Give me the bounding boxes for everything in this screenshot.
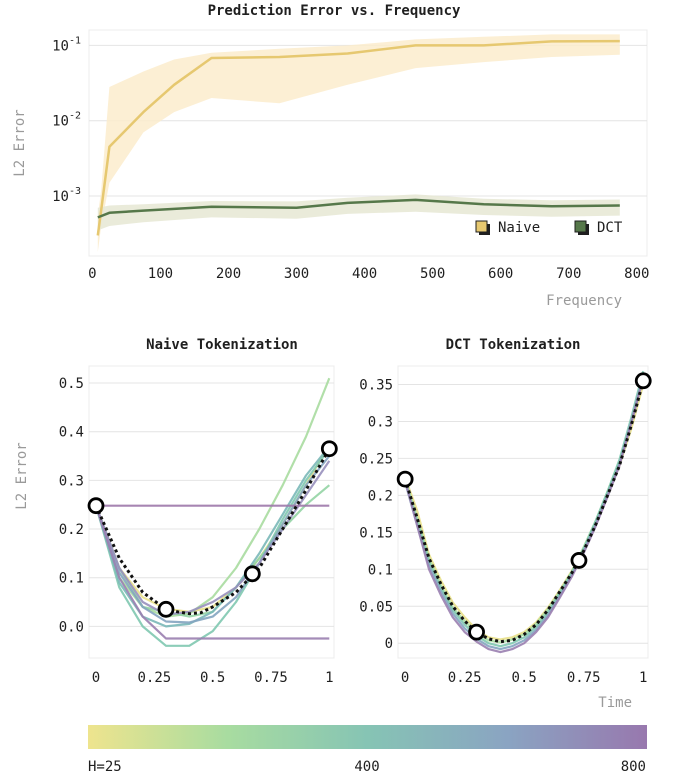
naive-chart-target: [94, 447, 331, 616]
y-tick-label: 0.1: [59, 571, 84, 587]
horizon-line-0: [404, 384, 645, 641]
y-tick-label: 0.2: [59, 522, 84, 538]
horizon-line-1: [404, 376, 645, 644]
naive-chart-plot-area: [88, 365, 335, 659]
x-tick-label: 0: [401, 670, 409, 686]
x-tick-label: 0.25: [448, 670, 482, 686]
legend-label-dct: DCT: [597, 220, 623, 236]
x-tick-label: 0.75: [254, 670, 288, 686]
y-tick-label: 0.5: [59, 376, 84, 392]
legend-swatch-naive: [475, 220, 488, 233]
naive-chart-grid: [89, 382, 334, 627]
context-point-marker: [243, 565, 261, 583]
context-point-marker: [157, 600, 175, 618]
y-tick-label: 0.05: [359, 599, 393, 615]
context-point-marker: [570, 552, 588, 569]
x-tick-label: 0: [92, 670, 100, 686]
band-naive: [97, 34, 620, 253]
band-dct: [97, 194, 620, 231]
x-tick-label: 600: [488, 266, 513, 282]
top-chart-lines: [96, 39, 620, 236]
x-tick-label: 500: [420, 266, 445, 282]
x-tick-label: 800: [624, 266, 649, 282]
horizon-line-7: [94, 505, 330, 640]
top-chart-title: Prediction Error vs. Frequency: [208, 3, 461, 19]
x-tick-label: 700: [556, 266, 581, 282]
colorbar-label-max: 800: [621, 759, 646, 775]
top-chart-y-ticks: 10-3 10-2 10-1: [52, 35, 81, 205]
horizon-line-3: [404, 375, 645, 651]
naive-chart-markers: [87, 440, 338, 618]
top-chart: Prediction Error vs. Frequency L2 Error …: [12, 3, 649, 309]
x-tick-label: 200: [216, 266, 241, 282]
naive-chart: Naive Tokenization L2 Error 0 0.25 0.5 0.75…: [14, 337, 338, 686]
context-point-marker: [87, 497, 105, 515]
top-chart-plot-area: [88, 29, 648, 257]
dct-chart-x-ticks: 0 0.25 0.5 0.75 1: [401, 670, 648, 686]
horizon-line-4: [94, 445, 331, 628]
naive-chart-y-ticks: 0.0 0.1 0.2 0.3 0.4 0.5: [59, 376, 84, 635]
legend-label-naive: Naive: [498, 220, 540, 236]
x-tick-label: 300: [284, 266, 309, 282]
horizon-colorbar: H=25 400 800: [88, 725, 647, 775]
y-tick-label: 0.35: [359, 377, 393, 393]
y-tick-label: 10-1: [52, 35, 81, 54]
y-tick-label: 0.4: [59, 425, 84, 441]
horizon-line-5: [94, 455, 331, 624]
dct-chart-x-axis-label: Time: [598, 695, 632, 711]
target-dotted-line: [94, 447, 331, 616]
horizon-line-4: [404, 378, 645, 654]
dct-chart-markers: [396, 372, 652, 641]
context-point-marker: [396, 470, 414, 488]
dct-chart-plot-area: [397, 365, 649, 659]
x-tick-label: 1: [639, 670, 647, 686]
x-tick-label: 0.5: [512, 670, 537, 686]
naive-chart-title: Naive Tokenization: [146, 337, 298, 353]
y-tick-label: 10-3: [52, 186, 81, 205]
y-tick-label: 0.0: [59, 619, 84, 635]
series-line-naive: [96, 39, 620, 236]
y-tick-label: 10-2: [52, 111, 81, 130]
x-tick-label: 0: [88, 266, 96, 282]
colorbar-label-min: H=25: [88, 759, 122, 775]
x-tick-label: 0.25: [137, 670, 171, 686]
dct-chart-lines: [404, 370, 645, 654]
legend-item-dct: DCT: [574, 220, 623, 236]
top-chart-y-axis-label: L2 Error: [12, 109, 28, 176]
dct-chart-y-ticks: 0 0.05 0.1 0.15 0.2 0.25 0.3 0.35: [359, 377, 393, 652]
dct-chart-grid: [398, 383, 648, 644]
y-tick-label: 0.2: [368, 488, 393, 504]
horizon-line-2: [404, 370, 645, 648]
dct-chart-title: DCT Tokenization: [446, 337, 581, 353]
y-tick-label: 0.3: [368, 414, 393, 430]
y-tick-label: 0: [385, 636, 393, 652]
y-tick-label: 0.3: [59, 473, 84, 489]
naive-chart-y-axis-label: L2 Error: [14, 442, 30, 509]
x-tick-label: 400: [352, 266, 377, 282]
context-point-marker: [468, 623, 485, 641]
x-tick-label: 0.75: [567, 670, 601, 686]
x-tick-label: 1: [325, 670, 333, 686]
context-point-marker: [634, 372, 652, 390]
colorbar-label-mid: 400: [354, 759, 379, 775]
y-tick-label: 0.25: [359, 451, 393, 467]
dct-chart-target: [403, 380, 645, 644]
colorbar-gradient: [88, 725, 647, 749]
context-point-marker: [320, 440, 338, 458]
series-line-dct: [97, 198, 620, 219]
y-tick-label: 0.1: [368, 562, 393, 578]
legend-swatch-dct: [574, 220, 587, 233]
x-tick-label: 100: [148, 266, 173, 282]
top-chart-x-ticks: 0 100 200 300 400 500 600 700 800: [88, 266, 649, 282]
dct-chart: DCT Tokenization Time 0 0.25 0.5 0.75 1 0 0.0…: [359, 337, 652, 711]
naive-chart-x-ticks: 0 0.25 0.5 0.75 1: [92, 670, 334, 686]
top-chart-bands: [97, 34, 620, 253]
y-tick-label: 0.15: [359, 525, 393, 541]
target-dotted-line: [403, 380, 645, 644]
top-chart-legend: Naive DCT: [475, 220, 623, 236]
top-chart-x-axis-label: Frequency: [546, 293, 622, 309]
legend-item-naive: Naive: [475, 220, 540, 236]
x-tick-label: 0.5: [200, 670, 225, 686]
